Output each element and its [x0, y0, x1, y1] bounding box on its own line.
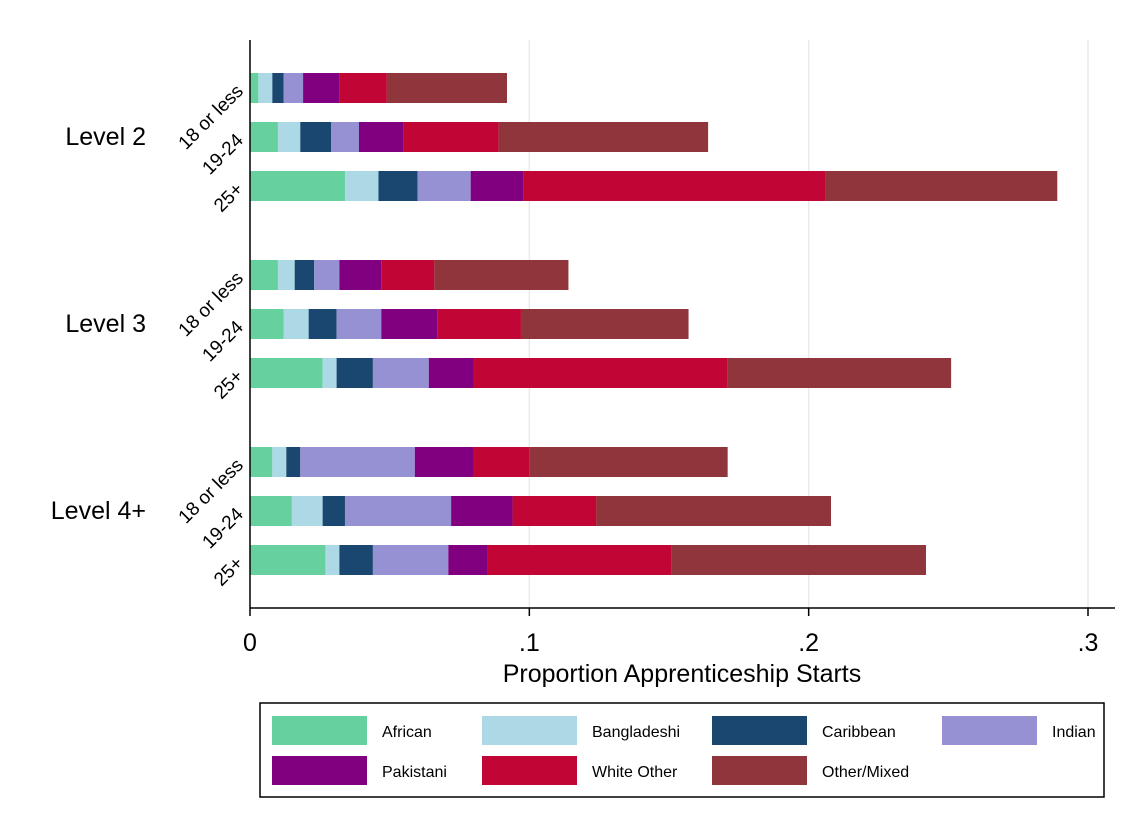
bar-segment-white-other — [473, 358, 728, 388]
bar-segment-caribbean — [336, 358, 373, 388]
legend-swatch-bangladeshi — [482, 716, 577, 745]
bar-segment-indian — [372, 545, 449, 575]
bar-segment-white-other — [381, 260, 435, 290]
bar-segment-african — [250, 309, 284, 339]
bar-segment-other-mixed — [596, 496, 832, 526]
row-label: 25+ — [210, 553, 248, 591]
bar-segment-african — [250, 496, 292, 526]
legend-swatch-indian — [942, 716, 1037, 745]
group-label: Level 3 — [65, 310, 146, 338]
bar-segment-caribbean — [272, 73, 284, 103]
legend-swatch-caribbean — [712, 716, 807, 745]
bar-segment-african — [250, 171, 345, 201]
bar-segment-caribbean — [286, 447, 301, 477]
bar-segment-white-other — [487, 545, 672, 575]
bar-segment-pakistani — [358, 122, 404, 152]
legend-label-african: African — [382, 724, 432, 741]
bar-segment-african — [250, 73, 259, 103]
bar-segment-pakistani — [303, 73, 340, 103]
bar-segment-african — [250, 447, 273, 477]
bar-segment-bangladeshi — [322, 358, 337, 388]
legend-swatch-pakistani — [272, 756, 367, 785]
bar-segment-indian — [344, 496, 452, 526]
bar-segment-white-other — [437, 309, 521, 339]
bar-segment-other-mixed — [386, 73, 507, 103]
legend-label-white-other: White Other — [592, 764, 678, 781]
bar-segment-bangladeshi — [258, 73, 273, 103]
legend-swatch-white-other — [482, 756, 577, 785]
bar-segment-indian — [300, 447, 415, 477]
bar-segment-pakistani — [448, 545, 488, 575]
legend-label-other-mixed: Other/Mixed — [822, 764, 909, 781]
bar-segment-indian — [417, 171, 471, 201]
bar-segment-caribbean — [378, 171, 418, 201]
legend-swatch-other-mixed — [712, 756, 807, 785]
legend-label-indian: Indian — [1052, 724, 1096, 741]
bar-segment-african — [250, 545, 326, 575]
bar-segment-bangladeshi — [272, 447, 287, 477]
bar-segment-other-mixed — [671, 545, 926, 575]
bar-segment-white-other — [403, 122, 499, 152]
bar-segment-african — [250, 122, 278, 152]
bar-segment-indian — [314, 260, 340, 290]
bar-segment-white-other — [473, 447, 530, 477]
bar-segment-other-mixed — [529, 447, 728, 477]
row-label: 25+ — [210, 179, 248, 217]
x-axis-label: Proportion Apprenticeship Starts — [503, 660, 862, 688]
x-tick-label: .2 — [798, 629, 819, 657]
bar-segment-caribbean — [300, 122, 332, 152]
bar-segment-bangladeshi — [277, 260, 295, 290]
bar-segment-indian — [336, 309, 382, 339]
legend-swatch-african — [272, 716, 367, 745]
bar-segment-white-other — [339, 73, 387, 103]
bar-segment-other-mixed — [498, 122, 709, 152]
bar-segment-indian — [283, 73, 304, 103]
bar-segment-pakistani — [381, 309, 438, 339]
bar-segment-african — [250, 260, 278, 290]
bar-segment-other-mixed — [825, 171, 1058, 201]
legend-label-caribbean: Caribbean — [822, 724, 896, 741]
bar-segment-other-mixed — [434, 260, 569, 290]
group-label: Level 4+ — [51, 497, 146, 525]
bar-segment-bangladeshi — [344, 171, 379, 201]
bar-segment-pakistani — [428, 358, 474, 388]
bar-segment-bangladeshi — [291, 496, 323, 526]
bar-segment-indian — [331, 122, 359, 152]
x-tick-label: .1 — [519, 629, 540, 657]
x-tick-label: 0 — [243, 629, 257, 657]
bar-segment-other-mixed — [520, 309, 689, 339]
bar-segment-bangladeshi — [283, 309, 309, 339]
bar-segment-indian — [372, 358, 429, 388]
bar-segment-pakistani — [414, 447, 474, 477]
bar-segment-caribbean — [322, 496, 345, 526]
bar-segment-pakistani — [470, 171, 524, 201]
bar-segment-pakistani — [339, 260, 382, 290]
bar-segment-bangladeshi — [325, 545, 340, 575]
bar-segment-white-other — [512, 496, 597, 526]
row-label: 25+ — [210, 366, 248, 404]
x-tick-label: .3 — [1078, 629, 1099, 657]
bar-segment-bangladeshi — [277, 122, 301, 152]
bar-segment-white-other — [523, 171, 826, 201]
group-label: Level 2 — [65, 123, 146, 151]
bar-segment-caribbean — [339, 545, 373, 575]
legend-label-bangladeshi: Bangladeshi — [592, 724, 680, 741]
bar-segment-caribbean — [294, 260, 315, 290]
bar-segment-pakistani — [451, 496, 513, 526]
bar-segment-african — [250, 358, 323, 388]
bar-segment-other-mixed — [727, 358, 952, 388]
legend-label-pakistani: Pakistani — [382, 764, 447, 781]
bar-segment-caribbean — [308, 309, 337, 339]
